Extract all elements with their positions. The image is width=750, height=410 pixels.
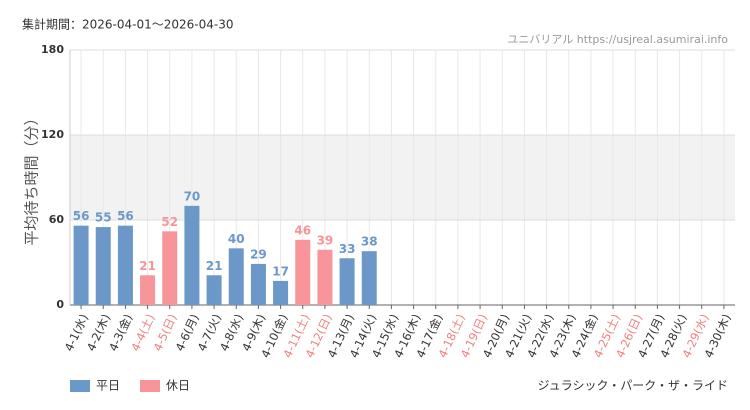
bar <box>339 258 355 305</box>
bar <box>140 275 156 305</box>
value-label: 21 <box>139 259 156 273</box>
value-label: 33 <box>339 242 356 256</box>
source: ユニバリアル https://usjreal.asumirai.info <box>507 33 728 46</box>
y-tick-label: 0 <box>56 298 64 311</box>
bar <box>317 249 333 305</box>
value-label: 70 <box>184 189 201 203</box>
y-tick-label: 60 <box>49 213 65 226</box>
value-label: 52 <box>161 215 178 229</box>
bar <box>95 227 111 305</box>
value-label: 56 <box>73 209 90 223</box>
chart-title: 集計期間：2026-04-01〜2026-04-30 <box>22 17 233 32</box>
bar <box>184 205 200 305</box>
bar <box>162 231 178 305</box>
shaded-band <box>70 135 735 220</box>
value-label: 39 <box>317 233 334 247</box>
y-tick-label: 120 <box>41 128 64 141</box>
value-label: 46 <box>294 223 311 237</box>
legend-label: 平日 <box>96 379 120 393</box>
legend-swatch <box>140 380 160 392</box>
bar <box>361 251 377 305</box>
bar <box>250 263 266 305</box>
value-label: 55 <box>95 211 112 225</box>
value-label: 21 <box>206 259 223 273</box>
bar <box>228 248 244 305</box>
value-label: 17 <box>272 264 289 278</box>
bar <box>206 275 222 305</box>
bar <box>117 225 133 305</box>
y-axis-label: 平均待ち時間（分） <box>23 110 41 245</box>
attraction-name: ジュラシック・パーク・ザ・ライド <box>538 379 728 393</box>
y-tick-label: 180 <box>41 43 64 56</box>
legend-swatch <box>70 380 90 392</box>
bar <box>73 225 89 305</box>
bar <box>295 239 311 305</box>
value-label: 29 <box>250 247 267 261</box>
value-label: 38 <box>361 235 378 249</box>
bar <box>273 280 289 305</box>
legend-label: 休日 <box>166 379 190 393</box>
value-label: 56 <box>117 209 134 223</box>
value-label: 40 <box>228 232 245 246</box>
